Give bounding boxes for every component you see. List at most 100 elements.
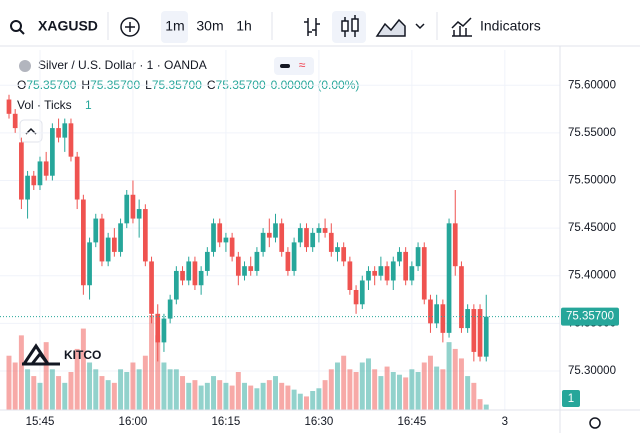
volume-bar — [161, 362, 167, 410]
volume-bar — [353, 372, 359, 410]
volume-bar — [31, 376, 37, 410]
candle-body — [266, 232, 272, 238]
candle-body — [50, 128, 55, 176]
indicators-icon[interactable] — [451, 17, 472, 37]
candle-body — [254, 251, 260, 271]
collapse-button[interactable] — [19, 119, 43, 143]
candle-body — [341, 247, 347, 262]
volume-bar — [403, 377, 409, 410]
candle-body — [25, 175, 30, 200]
candles-body — [351, 18, 359, 32]
y-tick-label: 75.30000 — [568, 365, 616, 377]
candle-body — [335, 247, 340, 252]
status-dot — [280, 64, 290, 68]
candle-body — [105, 237, 111, 262]
candle-body — [155, 313, 161, 343]
interval[interactable]: 1h — [236, 18, 252, 34]
add-symbol[interactable] — [120, 17, 140, 37]
plot: 75.3000075.3500075.4000075.4500075.50000… — [0, 50, 619, 428]
volume-bar — [136, 369, 142, 410]
interval[interactable]: 1m — [165, 18, 184, 34]
x-tick-label: 16:30 — [305, 416, 334, 428]
interval[interactable]: 30m — [196, 18, 223, 34]
candle-body — [180, 270, 185, 281]
candle-body — [279, 223, 285, 252]
volume-bar — [25, 369, 31, 410]
candle-body — [192, 261, 198, 286]
volume-bar — [341, 355, 347, 410]
volume-bar — [235, 372, 241, 410]
candle-body — [421, 247, 427, 300]
candle-body — [173, 270, 179, 300]
volume-bar — [111, 382, 117, 410]
candle-body — [483, 316, 489, 357]
candle-body — [403, 251, 409, 281]
candle-body — [285, 251, 291, 271]
candle-body — [304, 228, 309, 248]
candle-body — [87, 242, 92, 286]
settings-icon[interactable] — [589, 417, 601, 429]
candle-body — [204, 251, 210, 271]
indicators[interactable]: Indicators — [480, 18, 541, 34]
volume-bar — [56, 376, 62, 410]
candle-body — [161, 318, 167, 343]
volume-bar — [452, 348, 458, 410]
x-tick-label: 16:15 — [212, 416, 241, 428]
candles-body — [341, 20, 349, 32]
candle-body — [378, 266, 384, 276]
candle-body — [229, 237, 235, 257]
volume-bar — [273, 376, 278, 410]
candle-body — [297, 228, 303, 243]
ohlc-legend: O 75.35700 H 75.35700 L 75.35700 C 75.35700 0.00… — [17, 78, 359, 92]
x-tick-label: 16:00 — [119, 416, 148, 428]
volume-bar — [242, 382, 247, 410]
x-tick-label: 15:45 — [26, 416, 55, 428]
candle-body — [217, 223, 223, 243]
area-icon[interactable] — [375, 18, 406, 37]
candle-body — [440, 304, 446, 333]
volume-bar — [229, 385, 235, 410]
y-tick-label: 75.40000 — [568, 270, 616, 282]
volume-bar — [180, 376, 186, 410]
candle-body — [353, 290, 359, 305]
candle-body — [167, 299, 173, 319]
candle-body — [136, 209, 142, 219]
volume-bar — [427, 355, 433, 410]
candles-active[interactable] — [332, 11, 366, 43]
candle-body — [93, 218, 99, 243]
last-price-label: 75.35700 — [566, 311, 614, 323]
candle-body — [248, 266, 254, 271]
candle-body — [316, 228, 322, 233]
candle-body — [459, 266, 464, 329]
candle-body — [397, 251, 402, 262]
collapse-icon — [25, 127, 37, 135]
bars-icon[interactable] — [304, 18, 320, 36]
candle-body — [434, 304, 440, 324]
candle-body — [124, 194, 130, 224]
volume-bar — [211, 376, 217, 410]
volume-bar — [440, 369, 446, 410]
status-wave: ≈ — [299, 58, 306, 72]
candle-body — [384, 266, 390, 281]
search-icon[interactable] — [10, 20, 22, 32]
volume-value: 1 — [85, 98, 92, 112]
volume-bar — [396, 374, 402, 410]
candle-body — [477, 309, 483, 357]
volume-bar — [204, 382, 210, 410]
volume-bar — [18, 335, 24, 410]
volume-bar — [421, 362, 427, 410]
volume-bar — [316, 388, 322, 410]
symbol-icon — [19, 60, 31, 72]
symbol[interactable]: XAGUSD — [38, 18, 98, 34]
chart-type-dropdown[interactable] — [415, 23, 425, 30]
interval-active[interactable] — [161, 11, 188, 43]
volume-bar — [155, 335, 161, 410]
candle-body — [372, 270, 378, 276]
y-tick-label: 75.50000 — [568, 175, 616, 187]
toolbar: XAGUSD 1m 30m 1h Indicators — [0, 11, 640, 47]
volume-bar — [328, 369, 334, 410]
volume-bar — [279, 382, 285, 410]
volume-bar — [142, 355, 148, 410]
volume-bar — [130, 362, 136, 410]
